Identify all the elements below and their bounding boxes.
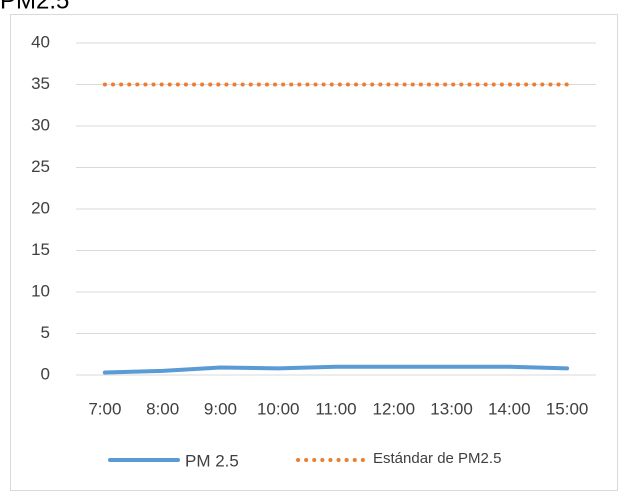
x-tick-label: 11:00 xyxy=(315,399,356,418)
x-tick-label: 13:00 xyxy=(430,399,473,418)
series-line xyxy=(102,364,570,375)
x-tick-label: 10:00 xyxy=(257,399,300,418)
y-tick-label: 30 xyxy=(31,115,50,134)
x-tick-label: 8:00 xyxy=(146,399,179,418)
chart-title: PM2.5 xyxy=(0,0,69,14)
y-tick-label: 20 xyxy=(31,198,50,217)
x-tick-label: 14:00 xyxy=(488,399,531,418)
legend-label: Estándar de PM2.5 xyxy=(373,450,501,467)
y-tick-label: 10 xyxy=(31,281,50,300)
legend-label: PM 2.5 xyxy=(185,451,239,470)
x-tick-label: 9:00 xyxy=(204,399,237,418)
x-tick-label: 7:00 xyxy=(88,399,121,418)
y-tick-label: 35 xyxy=(31,74,50,93)
chart-border xyxy=(10,14,618,491)
y-tick-label: 40 xyxy=(31,32,50,51)
y-tick-label: 15 xyxy=(31,240,50,259)
y-tick-label: 5 xyxy=(41,323,50,342)
y-tick-label: 25 xyxy=(31,157,50,176)
y-tick-label: 0 xyxy=(41,364,50,383)
x-tick-label: 15:00 xyxy=(546,399,589,418)
x-tick-label: 12:00 xyxy=(373,399,416,418)
